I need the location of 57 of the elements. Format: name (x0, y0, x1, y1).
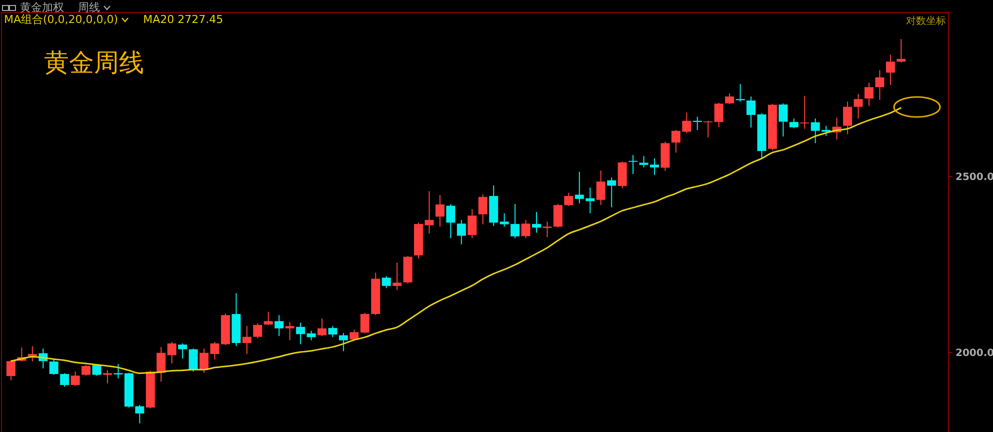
candlestick (628, 154, 638, 174)
candlestick (253, 322, 262, 339)
candlestick (564, 192, 574, 207)
candlestick (317, 318, 326, 337)
candlestick (102, 369, 112, 384)
candlestick (618, 161, 627, 189)
candlestick (6, 359, 16, 381)
candlestick (800, 95, 810, 130)
candlestick (360, 312, 370, 334)
candlestick (264, 311, 273, 326)
candlestick (296, 322, 306, 345)
candlestick (478, 194, 488, 225)
candlestick (328, 326, 338, 338)
candlestick (704, 120, 713, 138)
candlestick (854, 93, 863, 119)
annotation: 对数坐标 (906, 14, 946, 28)
candlestick (156, 346, 166, 382)
text: MA20 2727.45 (143, 13, 224, 26)
candlestick (886, 54, 895, 86)
candlestick (188, 348, 198, 372)
candlestick (864, 82, 874, 106)
candlestick (896, 38, 906, 63)
text: 黄金周线 (44, 47, 144, 79)
candlestick (167, 341, 176, 364)
candlestick (521, 219, 530, 239)
annotation: MA组合(0,0,20,0,0,0) (4, 13, 118, 26)
candlestick (843, 101, 852, 135)
candlestick (392, 262, 402, 290)
candlestick (875, 70, 884, 100)
candlestick (468, 208, 477, 239)
candlestick (596, 170, 606, 206)
candlestick (446, 204, 456, 239)
candlestick (778, 102, 788, 138)
candlestick (607, 176, 616, 208)
candlestick (135, 404, 144, 424)
candlestick (306, 330, 316, 341)
candlestick (338, 332, 348, 352)
candlestick (532, 211, 541, 234)
candlestick (274, 314, 284, 337)
candlestick (70, 371, 80, 386)
candlestick (725, 92, 734, 104)
candlestick (553, 204, 562, 228)
candlestick (242, 326, 252, 355)
candlestick (789, 118, 798, 129)
candlestick (456, 219, 466, 245)
candlestick (82, 364, 91, 376)
candlestick (60, 372, 70, 388)
candlestick (714, 102, 724, 128)
annotation: 黄金加权 (20, 1, 64, 14)
candlestick (178, 342, 188, 359)
candlestick (114, 363, 123, 379)
candlestick (542, 221, 552, 238)
annotation: 周线 (78, 1, 100, 14)
candlestick (435, 194, 444, 228)
candlestick (382, 276, 391, 289)
candlestick (49, 359, 58, 376)
candlestick (285, 321, 294, 341)
